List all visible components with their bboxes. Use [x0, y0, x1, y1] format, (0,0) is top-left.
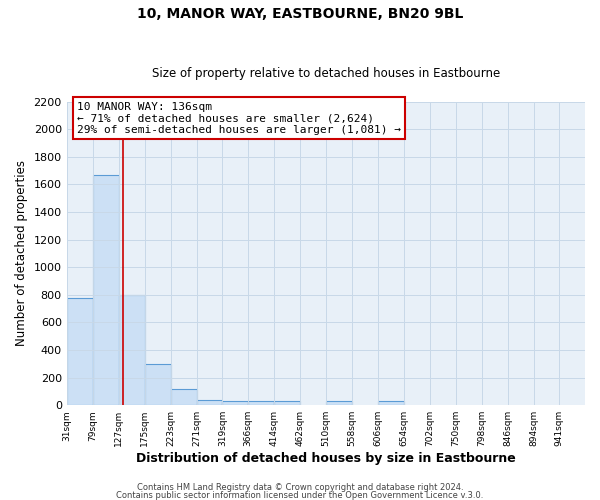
Bar: [197, 400, 223, 405]
Text: 10, MANOR WAY, EASTBOURNE, BN20 9BL: 10, MANOR WAY, EASTBOURNE, BN20 9BL: [137, 8, 463, 22]
Text: Contains public sector information licensed under the Open Government Licence v.: Contains public sector information licen…: [116, 490, 484, 500]
Bar: [274, 401, 300, 405]
Bar: [326, 401, 352, 405]
Bar: [248, 401, 274, 405]
Bar: [145, 364, 170, 405]
Bar: [119, 295, 145, 405]
Bar: [92, 174, 119, 405]
Bar: [378, 401, 404, 405]
Y-axis label: Number of detached properties: Number of detached properties: [15, 160, 28, 346]
Bar: [67, 298, 92, 405]
Bar: [223, 401, 248, 405]
Text: 10 MANOR WAY: 136sqm
← 71% of detached houses are smaller (2,624)
29% of semi-de: 10 MANOR WAY: 136sqm ← 71% of detached h…: [77, 102, 401, 134]
X-axis label: Distribution of detached houses by size in Eastbourne: Distribution of detached houses by size …: [136, 452, 516, 465]
Title: Size of property relative to detached houses in Eastbourne: Size of property relative to detached ho…: [152, 66, 500, 80]
Text: Contains HM Land Registry data © Crown copyright and database right 2024.: Contains HM Land Registry data © Crown c…: [137, 484, 463, 492]
Bar: [170, 390, 197, 405]
